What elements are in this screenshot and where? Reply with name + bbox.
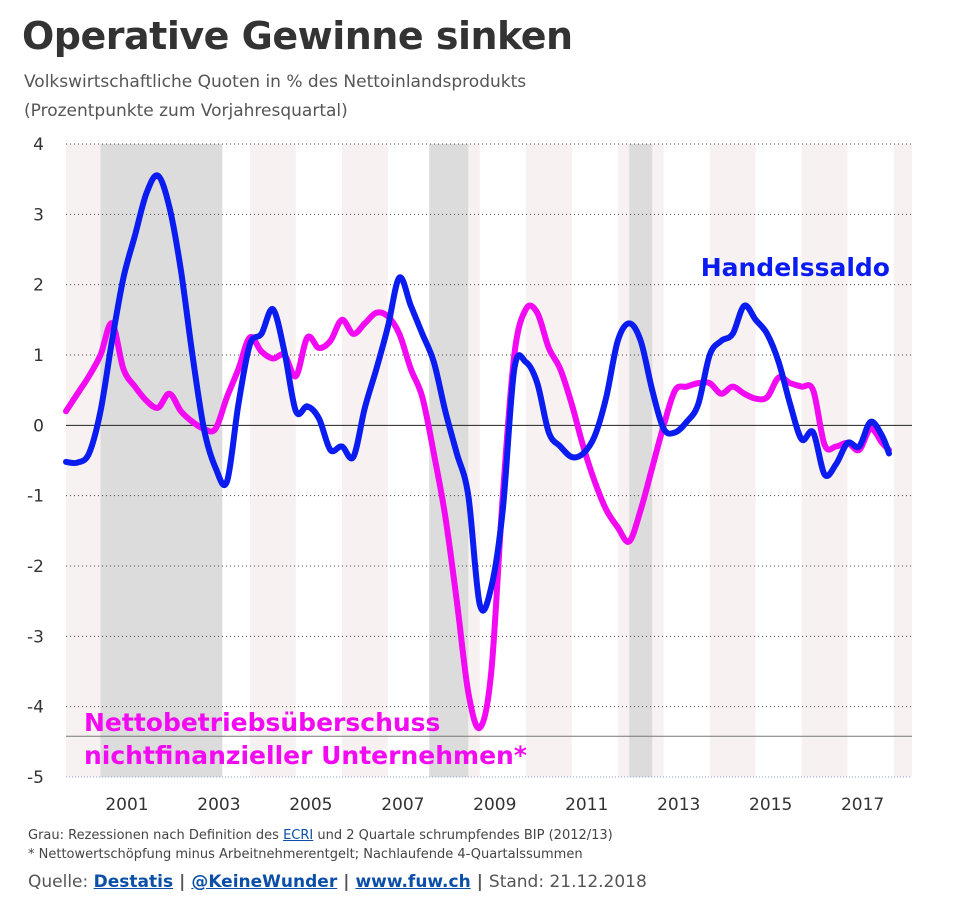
source-label: Quelle: — [28, 872, 89, 892]
footnote-text: Grau: Rezessionen nach Definition des — [28, 828, 284, 843]
chart-subtitle-unit: (Prozentpunkte zum Vorjahresquartal) — [24, 101, 348, 121]
footnote-definition: * Nettowertschöpfung minus Arbeitnehmere… — [28, 847, 583, 862]
x-tick-label: 2015 — [749, 795, 792, 815]
recession-band — [629, 144, 653, 777]
y-tick-label: -5 — [27, 768, 44, 788]
keinewunder-link[interactable]: @KeineWunder — [191, 872, 338, 892]
chart-labels: Handelssaldo Nettobetriebsüberschuss nicht… — [84, 253, 890, 770]
y-tick-label: 3 — [33, 205, 44, 225]
chart-gridlines — [66, 143, 912, 778]
separator: | — [343, 872, 350, 892]
year-stripe — [709, 144, 756, 777]
year-stripe — [893, 144, 912, 777]
year-stripe — [249, 144, 296, 777]
chart-subtitle: Volkswirtschaftliche Quoten in % des Net… — [24, 72, 527, 92]
x-tick-label: 2009 — [473, 795, 516, 815]
source-line: Quelle: Destatis | @KeineWunder | www.fuw.ch… — [28, 872, 647, 892]
x-tick-label: 2005 — [289, 795, 332, 815]
year-stripe — [525, 144, 572, 777]
chart-axes: 4 3 2 1 0 -1 -2 -3 -4 -5 2001 2003 2005 2007 2009 2011 2… — [27, 135, 884, 815]
y-tick-label: -3 — [27, 627, 44, 647]
footnote-text: und 2 Quartale schrumpfendes BIP (2012/1… — [313, 828, 613, 843]
fuw-link[interactable]: www.fuw.ch — [355, 872, 471, 892]
footnote-recessions: Grau: Rezessionen nach Definition des EC… — [28, 828, 613, 843]
betriebsueberschuss-label-line1: Nettobetriebsüberschuss — [84, 708, 440, 737]
y-tick-label: 0 — [33, 416, 44, 436]
y-tick-label: 1 — [33, 346, 44, 366]
destatis-link[interactable]: Destatis — [93, 872, 174, 892]
x-tick-label: 2011 — [565, 795, 608, 815]
chart-background — [66, 144, 912, 777]
ecri-link[interactable]: ECRI — [283, 828, 314, 843]
recession-band — [100, 144, 223, 777]
handelssaldo-line — [63, 172, 893, 614]
separator: | — [476, 872, 483, 892]
x-tick-label: 2017 — [841, 795, 884, 815]
y-tick-label: 2 — [33, 276, 44, 296]
y-tick-label: -2 — [27, 557, 44, 577]
y-tick-label: -4 — [27, 698, 44, 718]
y-tick-label: 4 — [33, 135, 44, 155]
x-tick-label: 2007 — [381, 795, 424, 815]
betriebsueberschuss-label-line2: nichtfinanzieller Unternehmen* — [84, 741, 527, 770]
chart-title: Operative Gewinne sinken — [22, 14, 573, 58]
stand-date: Stand: 21.12.2018 — [488, 872, 647, 892]
handelssaldo-label: Handelssaldo — [701, 253, 890, 282]
x-tick-label: 2003 — [197, 795, 240, 815]
x-tick-label: 2001 — [105, 795, 148, 815]
x-tick-label: 2013 — [657, 795, 700, 815]
y-tick-label: -1 — [27, 487, 44, 507]
separator: | — [179, 872, 186, 892]
chart-series — [63, 172, 893, 732]
